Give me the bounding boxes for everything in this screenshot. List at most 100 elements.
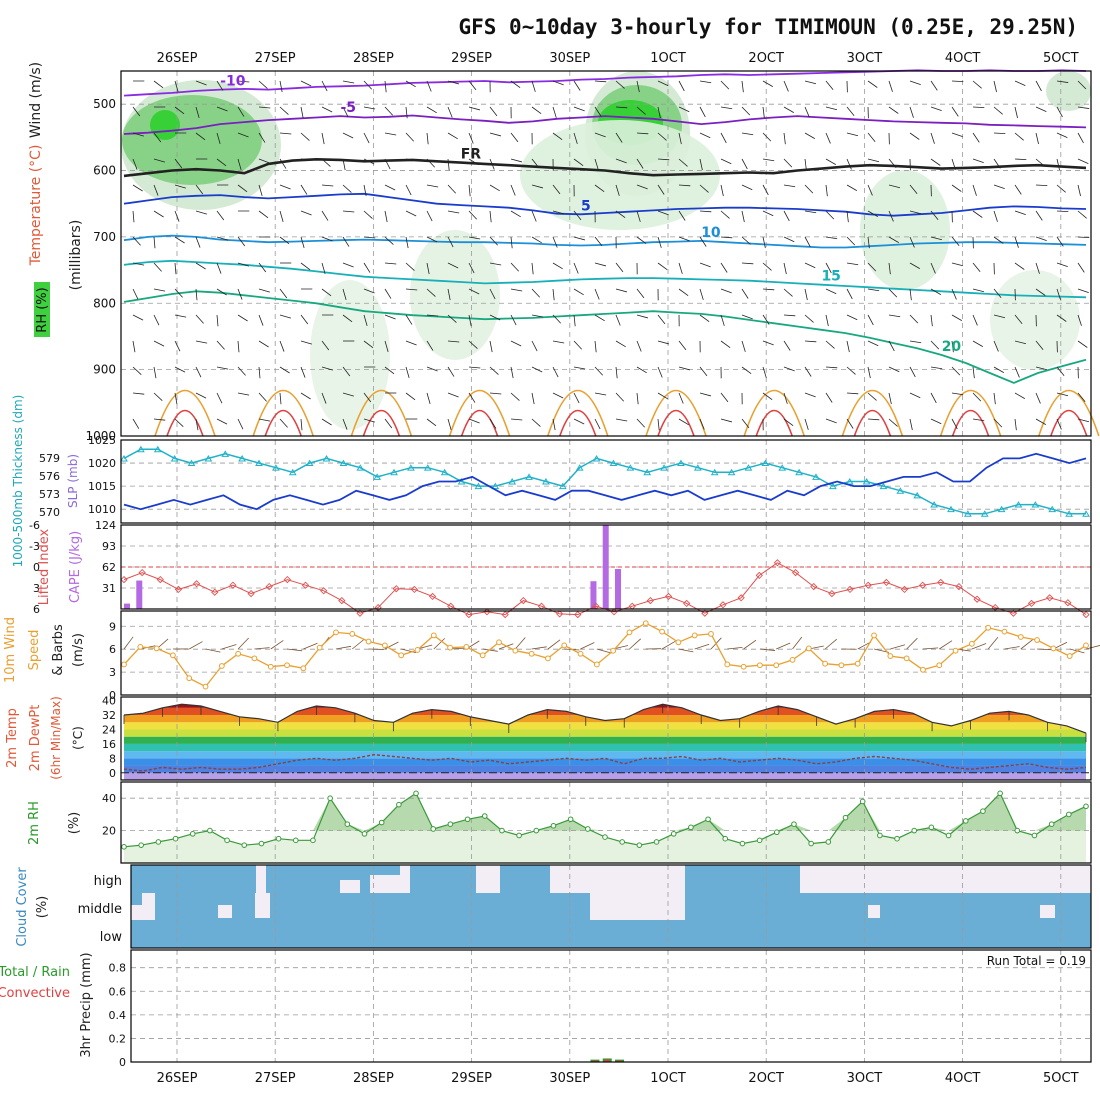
temp-band: [124, 743, 1086, 752]
wind-barb: [426, 340, 434, 351]
rh-point: [636, 842, 643, 848]
wind-barb: [280, 262, 292, 264]
wind-barb: [741, 340, 746, 352]
wind-barb: [825, 262, 832, 274]
wind-barb: [678, 184, 691, 187]
thickness-point: [120, 454, 128, 462]
wind-barb: [741, 392, 743, 405]
warm-contour: [252, 389, 314, 437]
wind-barb: [531, 288, 541, 298]
wind-barb: [552, 158, 554, 171]
warm-contour: [939, 389, 1002, 437]
temp-band: [124, 758, 1086, 766]
wind-barb: [594, 418, 601, 430]
rh-point: [447, 821, 454, 827]
wind-barb-10m: [482, 648, 498, 652]
wind-barb: [804, 210, 817, 214]
wind-speed-point: [561, 642, 568, 649]
wind-barb: [153, 184, 159, 196]
wind-speed-point: [333, 629, 339, 636]
rh-point: [877, 832, 883, 839]
rh-point: [962, 818, 969, 824]
wind-barb: [909, 158, 911, 171]
wind-barb: [762, 236, 766, 249]
wind-barb: [762, 158, 775, 162]
precip-tick-label: 0.8: [109, 962, 127, 975]
isotherm-line: [123, 259, 1087, 299]
thickness-point: [862, 478, 871, 485]
wind-barb: [804, 366, 812, 377]
wind-barb: [175, 132, 187, 134]
wind-barb: [153, 210, 164, 218]
wind-barb: [216, 418, 228, 425]
wind-speed-point: [545, 655, 551, 662]
wind-barb: [426, 184, 439, 188]
wind-barb: [342, 184, 352, 193]
thickness-point: [609, 459, 618, 467]
wind-barb: [1077, 288, 1089, 294]
thickness-point: [744, 464, 753, 471]
thickness-point: [373, 473, 382, 480]
thickness-point: [525, 473, 533, 480]
thickness-point: [930, 501, 938, 508]
wind-barb: [993, 106, 1003, 115]
wind-barb: [384, 262, 397, 265]
wind-barb: [846, 418, 854, 429]
wind-barb: [741, 132, 754, 136]
wind-barb: [447, 106, 453, 118]
wind-barb: [552, 80, 564, 86]
lifted-index-point: [828, 589, 836, 598]
wind-barb-10m: [678, 648, 694, 653]
wind-barb: [615, 236, 617, 249]
wind-barb: [825, 80, 834, 91]
wind-barb: [363, 418, 375, 423]
cape-li-frame: [120, 524, 1092, 610]
cape-bar: [136, 580, 143, 609]
wind-barb: [783, 392, 788, 404]
rh-fill-dark: [124, 793, 1086, 831]
wind-barb: [279, 158, 287, 169]
cape-tick-label: 93: [102, 540, 116, 553]
wind-barb: [699, 132, 711, 139]
cape-axis-label: CAPE (J/kg): [68, 531, 83, 603]
temp-band: [124, 722, 1086, 730]
wind-barb: [279, 340, 285, 352]
wind-barb: [1035, 340, 1044, 351]
wind-barb: [1077, 418, 1090, 423]
wind-barb: [594, 262, 607, 267]
wind-barb: [342, 392, 354, 397]
dewpoint-line: [123, 753, 1087, 772]
cloud-axis-label: Cloud Cover: [15, 867, 30, 947]
cloud-gap: [920, 880, 960, 893]
warm-contour: [645, 389, 707, 437]
wind-barb: [1014, 366, 1020, 378]
wind-barb: [195, 236, 201, 248]
x-tick-label-bottom: 5OCT: [1043, 1071, 1079, 1086]
rh-point: [670, 831, 677, 837]
wind-barb: [468, 340, 478, 349]
warm-contour: [1038, 389, 1100, 437]
wind-barb: [1035, 106, 1047, 112]
wind-barb: [216, 262, 222, 274]
wind-barb: [804, 288, 808, 301]
thickness-point: [761, 459, 770, 467]
thickness-tick-label: 579: [39, 452, 60, 465]
wind-barb: [237, 392, 250, 396]
lifted-index-point: [719, 601, 727, 609]
wind-barb: [636, 236, 647, 244]
wind-barb: [1014, 288, 1016, 301]
wind-barb: [153, 392, 163, 402]
cloud-gap: [256, 865, 266, 893]
wind-barb-10m: [629, 638, 642, 650]
rh-point: [894, 835, 900, 842]
wind-barb: [153, 314, 160, 326]
thickness-point: [322, 454, 331, 462]
wind-barb: [132, 288, 139, 300]
wind-barb: [489, 80, 491, 93]
warm-contour: [547, 389, 609, 437]
wind-barb: [762, 184, 769, 196]
wind-barb: [1014, 392, 1025, 400]
temp-tick-label: 40: [102, 695, 116, 708]
wind-barb: [322, 314, 334, 316]
wind-barb: [300, 236, 305, 248]
